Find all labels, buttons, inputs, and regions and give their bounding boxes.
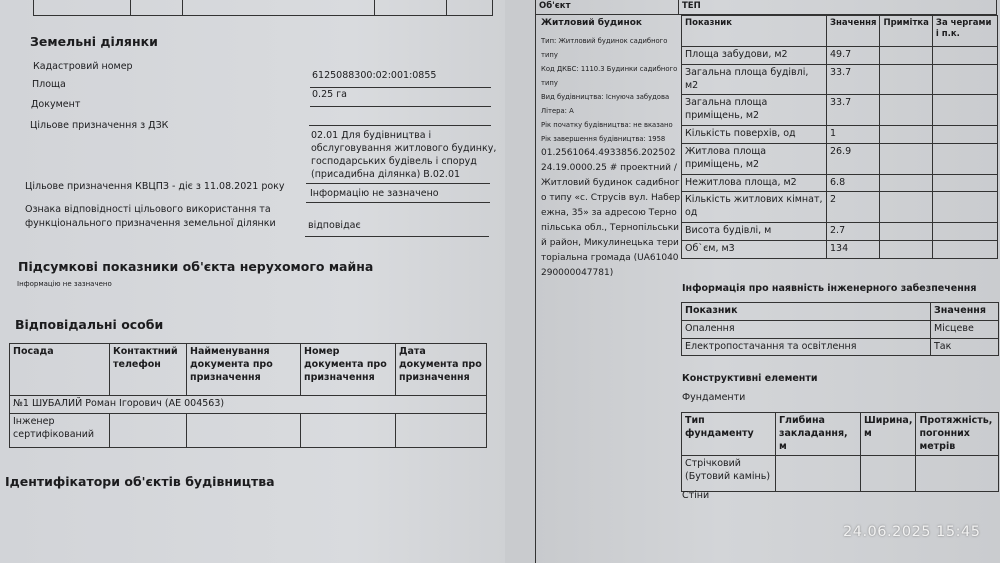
purpose-dzk-value: 02.01 Для будівництва і обслуговування ж… (311, 129, 496, 181)
cell: Висота будівлі, м (681, 221, 827, 241)
header-cell: Номер документа про призначення (300, 343, 396, 396)
cell: Нежитлова площа, м2 (681, 173, 827, 193)
table-row: Загальна площа будівлі, м2 33.7 (681, 63, 999, 96)
conformity-line: функціонального призначення земельної ді… (25, 218, 276, 229)
conformity-value: відповідає (308, 220, 361, 231)
cell: Об`єм, м3 (681, 239, 827, 259)
conformity-line: Ознака відповідності цільового використа… (25, 204, 271, 215)
purpose-line: господарських будівель і споруд (311, 156, 477, 167)
header-cell: Найменування документа про призначення (186, 343, 301, 396)
purpose-dzk-label: Цільове призначення з ДЗК (30, 120, 169, 131)
tep-table: Показник Значення Примітка За чергами і п.к… (681, 15, 999, 259)
land-title: Земельні ділянки (30, 34, 158, 49)
role-cell: Інженер сертифікований (9, 412, 110, 448)
right-page: Об'єкт ТЕП Житловий будинок Тип: Житловий… (533, 0, 1000, 563)
header-cell: Ширина, м (859, 411, 917, 457)
header-cell: Тип фундаменту (681, 411, 776, 457)
table-row: Площа забудови, м2 49.7 (681, 46, 999, 65)
purpose-line: (присадибна ділянка) В.02.01 (311, 169, 461, 180)
object-detail: Вид будівництва: Існуюча забудова (541, 93, 670, 101)
walls-title: Стіни (682, 490, 710, 501)
purpose-line: 02.01 Для будівництва і (311, 130, 432, 141)
table-row: Житлова площа приміщень, м2 26.9 (681, 142, 999, 175)
cadastral-value: 6125088300:02:001:0855 (312, 70, 437, 81)
cell: Так (930, 337, 999, 357)
header-cell: За чергами і п.к. (931, 15, 999, 47)
cell: Загальна площа приміщень, м2 (681, 94, 827, 127)
cell: Стрічковий (Бутовий камінь) (681, 455, 776, 493)
header-cell: Глибина закладання, м (775, 411, 861, 457)
object-detail: Код ДКБС: 1110.3 Будинки садибного типу (541, 65, 678, 87)
construct-title: Конструктивні елементи (682, 373, 818, 384)
object-header: Об'єкт (535, 0, 679, 16)
responsible-title: Відповідальні особи (15, 317, 164, 332)
cell: Кількість поверхів, од (681, 125, 827, 144)
responsible-table: Посада Контактний телефон Найменування д… (9, 343, 487, 448)
object-description: Житловий будинок Тип: Житловий будинок с… (541, 16, 681, 281)
person-cell: №1 ШУБАЛИЙ Роман Ігорович (АЕ 004563) (9, 395, 487, 414)
header-cell: Дата документа про призначення (395, 343, 487, 396)
conformity-label: Ознака відповідності цільового використа… (25, 203, 276, 231)
cell: 26.9 (825, 142, 881, 175)
summary-title: Підсумкові показники об'єкта нерухомого … (18, 259, 374, 274)
cell: 6.8 (825, 173, 881, 193)
engineering-title: Інформація про наявність інженерного заб… (682, 283, 977, 294)
cell: 1 (825, 125, 881, 144)
header-cell: Протяжність, погонних метрів (915, 411, 999, 457)
purpose-kvcpz-label: Цільове призначення КВЦПЗ - діє з 11.08.… (25, 181, 285, 192)
photo-timestamp: 24.06.2025 15:45 (843, 524, 981, 540)
cell: Опалення (681, 319, 931, 339)
object-detail: Літера: А (541, 107, 574, 115)
previous-table-remnant (33, 0, 493, 16)
area-label: Площа (32, 79, 66, 90)
cell: 33.7 (825, 94, 881, 127)
object-name: Житловий будинок (541, 18, 642, 28)
object-detail: Рік початку будівництва: не вказано (541, 121, 673, 129)
cell: Електропостачання та освітлення (681, 337, 931, 357)
cell: 49.7 (825, 46, 881, 65)
cell: 33.7 (825, 63, 881, 96)
cell: 2.7 (825, 221, 881, 241)
identifiers-title: Ідентифікатори об'єктів будівництва (5, 474, 275, 489)
purpose-kvcpz-value: Інформацію не зазначено (310, 188, 439, 199)
object-detail: Тип: Житловий будинок садибного типу (541, 37, 668, 59)
purpose-line: обслуговування житлового будинку, (311, 143, 497, 154)
document-label: Документ (31, 99, 81, 110)
object-full-description: 01.2561064.4933856.20250224.19.0000.25 #… (541, 148, 681, 278)
table-row: Кількість житлових кімнат, од 2 (681, 191, 999, 223)
cell: Загальна площа будівлі, м2 (681, 63, 827, 96)
foundation-table: Тип фундаменту Глибина закладання, м Ширин… (681, 411, 999, 493)
cadastral-label: Кадастровий номер (33, 61, 133, 72)
left-page: Земельні ділянки Кадастровий номер 61250… (0, 0, 505, 563)
cell: Площа забудови, м2 (681, 46, 827, 65)
header-cell: Показник (681, 15, 827, 47)
cell: 134 (825, 239, 881, 259)
header-cell: Показник (681, 302, 931, 321)
table-row: Загальна площа приміщень, м2 33.7 (681, 94, 999, 127)
object-header-table: Об'єкт ТЕП (535, 0, 997, 16)
table-row: Кількість поверхів, од 1 (681, 125, 999, 144)
header-cell: Посада (9, 343, 110, 396)
cell: Кількість житлових кімнат, од (681, 191, 827, 223)
area-value: 0.25 га (312, 89, 347, 100)
cell: Місцеве (930, 319, 999, 339)
header-cell: Значення (825, 15, 881, 47)
cell: 2 (825, 191, 881, 223)
cell: Житлова площа приміщень, м2 (681, 142, 827, 175)
summary-note: Інформацію не зазначено (17, 280, 112, 288)
tep-header: ТЕП (678, 0, 997, 16)
header-cell: Примітка (879, 15, 933, 47)
foundations-title: Фундаменти (682, 392, 746, 403)
object-detail: Рік завершення будівництва: 1958 (541, 135, 666, 143)
engineering-table: Показник Значення Опалення Місцеве Електро… (681, 302, 999, 357)
table-row: Об`єм, м3 134 (681, 239, 999, 259)
header-cell: Значення (930, 302, 999, 321)
table-row: Висота будівлі, м 2.7 (681, 221, 999, 241)
table-row: Нежитлова площа, м2 6.8 (681, 173, 999, 193)
header-cell: Контактний телефон (109, 343, 187, 396)
